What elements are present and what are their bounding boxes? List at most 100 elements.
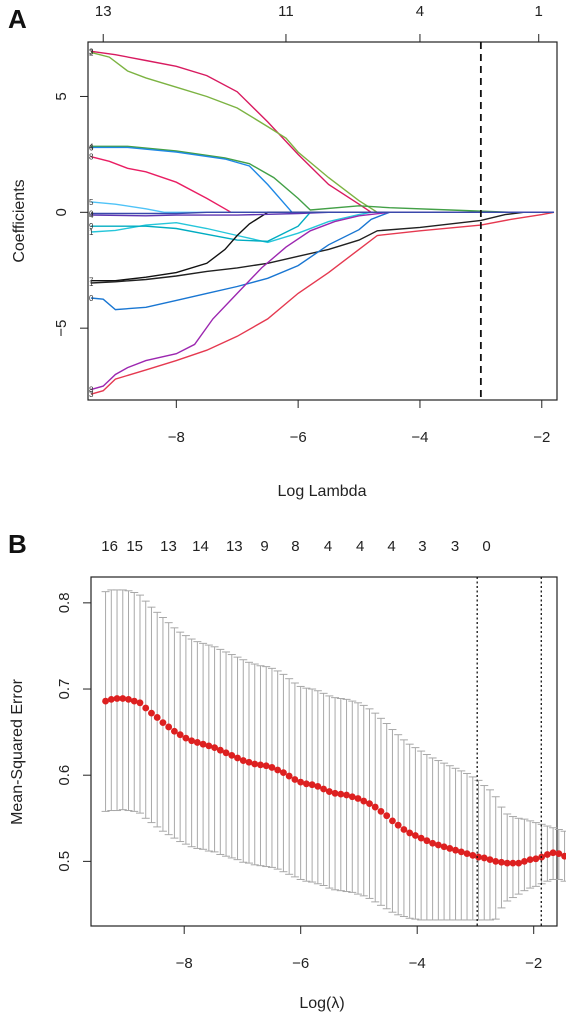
mse-point <box>119 695 127 702</box>
coef-path-9 <box>91 211 554 282</box>
mse-point <box>176 731 184 739</box>
coef-path-4 <box>91 146 554 214</box>
x-tick-label: −2 <box>525 955 542 972</box>
mse-point <box>331 789 339 797</box>
mse-point <box>457 848 465 856</box>
mse-point <box>440 843 448 851</box>
panel-b-y-axis: 0.5 0.6 0.7 0.8 <box>56 592 91 872</box>
mse-point <box>475 853 482 861</box>
mse-point <box>343 791 350 799</box>
coef-path-12 <box>90 211 554 391</box>
panel-a-letter: A <box>8 4 27 34</box>
mse-point <box>434 841 442 849</box>
mse-point <box>561 852 566 860</box>
coef-path-8 <box>91 211 554 243</box>
mse-point <box>555 850 563 858</box>
x-tick-label: −6 <box>290 429 307 446</box>
panel-b-cross-validation: B −8 −6 −4 −2 0.5 0.6 0.7 0.8 16 15 13 14 13 9 8 4 4 4 3… <box>8 529 566 1012</box>
mse-point <box>205 742 213 750</box>
mse-point <box>509 859 517 867</box>
mse-point <box>314 783 322 790</box>
x-tick-label: −4 <box>411 429 428 446</box>
top-tick-label: 15 <box>126 538 143 555</box>
mse-point <box>245 758 253 766</box>
x-tick-label: −6 <box>292 955 309 972</box>
coef-path-1 <box>90 50 554 214</box>
mse-point <box>199 740 207 748</box>
mse-point <box>274 766 282 774</box>
panel-b-y-axis-title: Mean-Squared Error <box>9 678 26 825</box>
x-tick-label: −4 <box>409 955 426 972</box>
top-tick-label: 11 <box>278 3 294 20</box>
coef-path-13 <box>90 211 555 395</box>
mse-point <box>268 764 276 771</box>
panel-b-top-axis: 16 15 13 14 13 9 8 4 4 4 3 3 0 <box>101 538 490 555</box>
variable-label: 3 <box>89 390 94 399</box>
panel-a-x-axis: −8 −6 −4 −2 <box>168 400 550 446</box>
variable-label: 8 <box>89 386 94 395</box>
mse-point <box>400 826 408 833</box>
mse-point <box>325 788 333 795</box>
mse-point <box>234 754 241 762</box>
mse-point <box>360 797 368 805</box>
panel-b-letter: B <box>8 529 27 559</box>
mse-point <box>492 857 500 865</box>
panel-a-x-axis-title: Log Lambda <box>278 483 367 500</box>
panel-b-x-axis-title: Log(λ) <box>299 995 344 1012</box>
mse-point <box>308 781 316 789</box>
top-tick-label: 4 <box>416 3 424 20</box>
mse-point <box>371 803 379 811</box>
mse-point <box>102 697 109 705</box>
mse-point <box>543 851 551 858</box>
top-tick-label: 13 <box>226 538 243 555</box>
panel-b-mean-points <box>102 695 566 867</box>
mse-point <box>452 846 459 854</box>
mse-point <box>532 855 540 863</box>
mse-point <box>159 719 167 727</box>
mse-point <box>320 785 327 793</box>
mse-point <box>515 859 523 867</box>
mse-point <box>417 834 425 842</box>
mse-point <box>348 793 356 801</box>
top-tick-label: 9 <box>260 538 268 555</box>
top-tick-label: 13 <box>95 3 112 20</box>
mse-point <box>211 744 218 752</box>
panel-a-y-axis-title: Coefficients <box>11 179 28 262</box>
mse-point <box>394 821 402 829</box>
variable-label: 0 <box>89 294 94 303</box>
top-tick-label: 16 <box>101 538 118 555</box>
mse-point <box>113 695 121 702</box>
coef-path-15 <box>91 211 554 215</box>
mse-point <box>130 697 138 705</box>
mse-point <box>136 699 144 707</box>
coef-path-2 <box>90 51 554 214</box>
mse-point <box>429 839 437 847</box>
y-tick-label: 0.5 <box>56 851 73 872</box>
panel-b-reference-lines <box>476 577 542 926</box>
mse-point <box>446 845 454 852</box>
x-tick-label: −8 <box>176 955 193 972</box>
mse-point <box>480 854 488 862</box>
mse-point <box>222 749 230 757</box>
mse-point <box>239 757 247 764</box>
top-tick-label: 0 <box>482 538 490 555</box>
panel-a-plot-frame <box>87 41 558 401</box>
mse-point <box>406 829 414 837</box>
coef-path-10 <box>90 211 554 284</box>
variable-label: 2 <box>89 48 94 57</box>
mse-point <box>285 772 293 780</box>
mse-point <box>526 856 534 864</box>
variable-label: 8 <box>89 153 94 162</box>
mse-point <box>366 800 373 808</box>
top-tick-label: 4 <box>324 538 332 555</box>
mse-point <box>297 778 305 786</box>
y-tick-label: 0.8 <box>56 592 73 613</box>
mse-point <box>280 769 287 777</box>
variable-label: 0 <box>89 210 94 219</box>
mse-point <box>549 849 557 857</box>
mse-point <box>486 856 494 864</box>
x-tick-label: −8 <box>168 429 185 446</box>
